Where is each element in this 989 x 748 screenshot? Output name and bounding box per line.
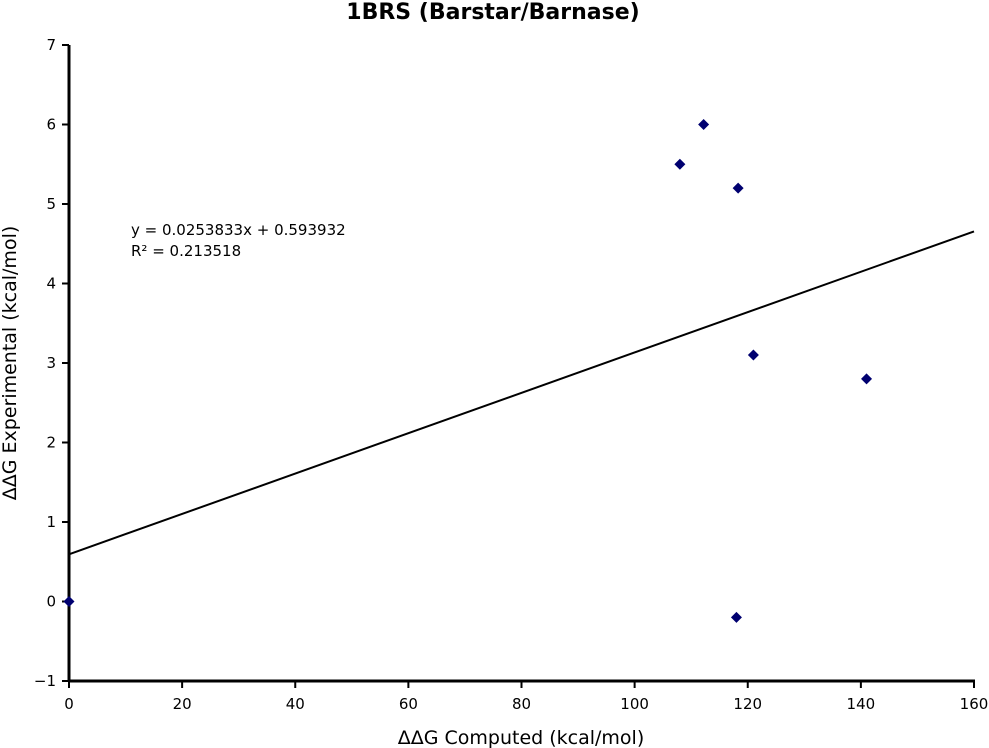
x-tick-label: 80 — [512, 695, 531, 713]
y-tick-label: 3 — [46, 354, 56, 372]
y-axis-ticks: −1 0 1 2 3 4 5 6 7 — [34, 36, 69, 690]
x-axis-label: ΔΔG Computed (kcal/mol) — [398, 727, 645, 748]
x-tick-label: 0 — [64, 695, 74, 713]
x-axis-ticks: 0 20 40 60 80 100 120 140 160 — [64, 681, 988, 713]
x-tick-label: 60 — [399, 695, 418, 713]
data-point — [861, 373, 873, 385]
trendline-equation: y = 0.0253833x + 0.593932 — [131, 221, 346, 239]
data-point — [730, 611, 742, 623]
data-point — [674, 158, 686, 170]
y-axis-label: ΔΔG Experimental (kcal/mol) — [0, 226, 21, 501]
x-tick-label: 20 — [173, 695, 192, 713]
plot-area: 0 20 40 60 80 100 120 140 160 −1 0 1 2 3 4 5 6 7 — [34, 36, 988, 713]
y-tick-label: 0 — [46, 593, 56, 611]
data-point — [63, 596, 75, 607]
trendline — [68, 230, 975, 556]
trendline-r-squared: R² = 0.213518 — [131, 242, 241, 260]
y-tick-label: 7 — [46, 36, 56, 54]
y-tick-label: 6 — [46, 116, 56, 134]
data-points — [63, 119, 873, 623]
y-tick-label: 2 — [46, 434, 56, 452]
x-tick-label: 140 — [847, 695, 876, 713]
x-tick-label: 120 — [733, 695, 762, 713]
y-tick-label: 4 — [46, 275, 56, 293]
x-tick-label: 40 — [286, 695, 305, 713]
data-point — [732, 182, 744, 194]
data-point — [747, 349, 759, 361]
y-tick-label: 1 — [46, 513, 56, 531]
y-tick-label: −1 — [34, 672, 56, 690]
x-tick-label: 160 — [960, 695, 989, 713]
chart-title: 1BRS (Barstar/Barnase) — [346, 0, 639, 25]
y-tick-label: 5 — [46, 195, 56, 213]
x-tick-label: 100 — [620, 695, 649, 713]
data-point — [698, 119, 710, 130]
